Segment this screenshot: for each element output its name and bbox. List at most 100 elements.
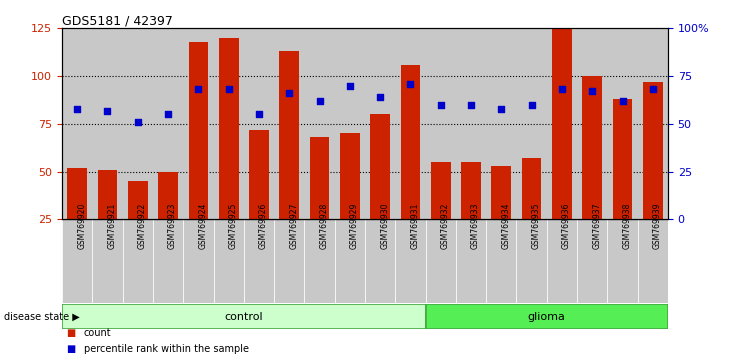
Bar [153,28,183,219]
Bar [93,219,123,303]
Bar [370,114,390,267]
Bar [214,219,244,303]
Point [101,108,113,113]
Bar [304,219,335,303]
Text: GSM769925: GSM769925 [228,203,238,249]
Bar [274,219,304,303]
Bar [456,219,486,303]
Point [344,83,356,88]
Bar [583,76,602,267]
Bar [638,28,668,219]
Bar [426,304,668,329]
Text: count: count [84,328,112,338]
Bar [552,28,572,267]
Bar [638,219,668,303]
Bar [219,38,239,267]
Bar [310,137,329,267]
Bar [547,219,577,303]
Bar [426,28,456,219]
Bar [607,28,638,219]
Text: disease state ▶: disease state ▶ [4,312,80,322]
Bar [274,28,304,219]
Bar [188,42,208,267]
Bar [244,28,274,219]
Bar [486,219,517,303]
Bar [183,219,214,303]
Bar [183,28,214,219]
Point [193,87,204,92]
Bar [431,162,450,267]
Point [435,102,447,108]
Point [404,81,416,87]
Text: GSM769933: GSM769933 [471,203,480,249]
Text: GSM769936: GSM769936 [562,203,571,249]
Bar [123,219,153,303]
Bar [158,172,178,267]
Text: GSM769932: GSM769932 [441,203,450,249]
Text: GSM769935: GSM769935 [531,203,541,249]
Bar [401,65,420,267]
Text: GSM769928: GSM769928 [320,203,328,249]
Bar [522,158,542,267]
Text: control: control [225,312,263,322]
Bar [62,219,93,303]
Bar [93,28,123,219]
Point [526,102,537,108]
Text: ■: ■ [66,344,75,354]
Text: ■: ■ [66,328,75,338]
Bar [517,28,547,219]
Bar [517,219,547,303]
Bar [62,28,93,219]
Bar [491,166,511,267]
Bar [304,28,335,219]
Point [72,106,83,112]
Bar [643,82,663,267]
Text: GSM769931: GSM769931 [410,203,420,249]
Bar [547,28,577,219]
Point [314,98,326,104]
Text: GSM769938: GSM769938 [623,203,631,249]
Point [617,98,629,104]
Bar [335,28,365,219]
Point [586,88,598,94]
Text: GSM769930: GSM769930 [380,203,389,249]
Text: GSM769922: GSM769922 [138,203,147,249]
Text: GSM769927: GSM769927 [289,203,299,249]
Bar [456,28,486,219]
Text: GSM769926: GSM769926 [259,203,268,249]
Bar [577,28,607,219]
Point [253,112,265,117]
Bar [577,219,607,303]
Text: GSM769924: GSM769924 [199,203,207,249]
Point [556,87,568,92]
Point [647,87,658,92]
Bar [249,130,269,267]
Bar [612,99,632,267]
Bar [128,181,147,267]
Bar [98,170,118,267]
Point [162,112,174,117]
Bar [340,133,360,267]
Bar [67,168,87,267]
Bar [396,219,426,303]
Bar [123,28,153,219]
Bar [153,219,183,303]
Point [374,94,386,100]
Text: percentile rank within the sample: percentile rank within the sample [84,344,249,354]
Point [465,102,477,108]
Bar [335,219,365,303]
Bar [214,28,244,219]
Bar [607,219,638,303]
Point [496,106,507,112]
Text: glioma: glioma [528,312,566,322]
Bar [280,51,299,267]
Bar [461,162,481,267]
Text: GDS5181 / 42397: GDS5181 / 42397 [62,14,173,27]
Bar [365,28,396,219]
Bar [62,304,426,329]
Bar [396,28,426,219]
Text: GSM769920: GSM769920 [77,203,86,249]
Text: GSM769923: GSM769923 [168,203,177,249]
Text: GSM769934: GSM769934 [502,203,510,249]
Point [132,119,144,125]
